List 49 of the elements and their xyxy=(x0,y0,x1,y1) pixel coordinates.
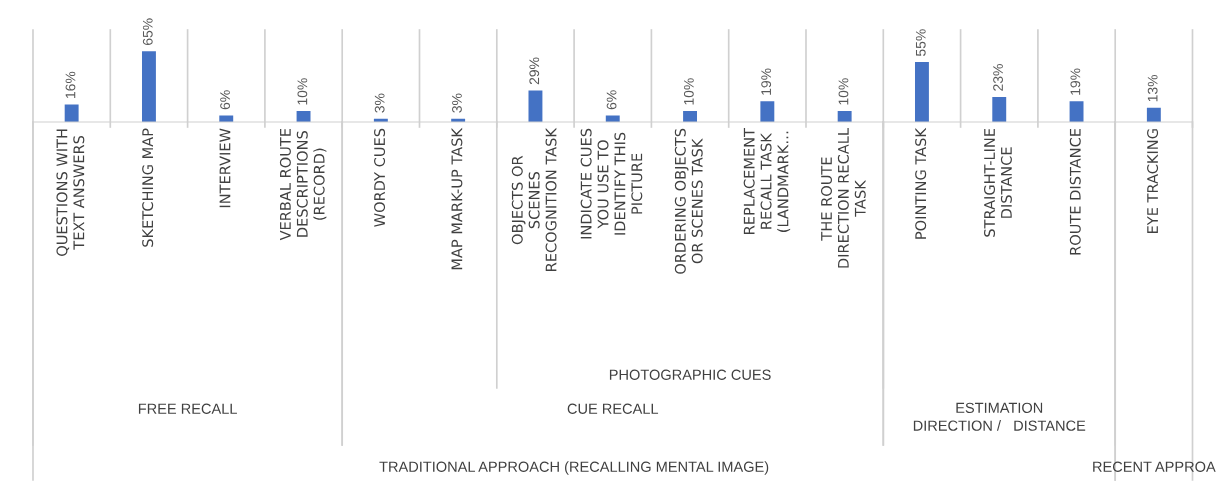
x-tick-label: QUESTIONS WITH TEXT ANSWERS xyxy=(56,129,85,256)
x-tick-label: OBJECTS OR SCENES RECOGNITION TASK xyxy=(511,127,557,271)
x-tick-label: WORDY CUES xyxy=(374,128,386,227)
data-label: 10% xyxy=(297,78,308,105)
text: ESTIMATION DIRECTION / DISTANCE xyxy=(913,402,1086,431)
x-tick-label: ORDERING OBJECTS OR SCENES TASK xyxy=(674,128,703,274)
data-label: 65% xyxy=(142,18,153,45)
data-label: 3% xyxy=(374,93,385,113)
x-tick-label: MAP MARK-UP TASK xyxy=(451,127,463,270)
bar xyxy=(296,111,311,122)
x-tick-label: EYE TRACKING xyxy=(1147,129,1159,233)
x-tick-label: INTERVIEW xyxy=(219,128,231,208)
x-tick-label: VERBAL ROUTE DESCRIPTIONS (RECORD) xyxy=(279,128,327,241)
data-label: 19% xyxy=(761,68,772,95)
bar xyxy=(837,111,852,122)
bar xyxy=(992,96,1007,122)
data-label: 23% xyxy=(993,64,1003,91)
data-label: 19% xyxy=(1070,68,1081,95)
bar xyxy=(1146,107,1161,122)
bar xyxy=(64,104,79,122)
data-label: 10% xyxy=(838,78,849,105)
data-label: 55% xyxy=(915,29,926,57)
x-tick-label: REPLACEMENT RECALL TASK (LANDMARK… xyxy=(743,127,791,234)
x-tick-label: INDICATE CUES YOU USE TO IDENTIFY THIS PICTURE xyxy=(580,128,643,239)
data-label: 29% xyxy=(529,57,540,85)
text: CUE RECALL xyxy=(567,403,659,414)
data-label: 6% xyxy=(220,90,230,110)
x-tick-label: POINTING TASK xyxy=(915,127,927,239)
data-label: 3% xyxy=(452,93,462,113)
bar xyxy=(1069,101,1084,122)
bar xyxy=(605,115,620,122)
data-label: 16% xyxy=(65,71,76,98)
data-label: 6% xyxy=(606,90,617,110)
x-tick-label: STRAIGHT-LINE DISTANCE xyxy=(984,128,1012,237)
x-tick-label: ROUTE DISTANCE xyxy=(1069,128,1081,255)
bar xyxy=(683,111,698,122)
bar xyxy=(528,90,543,122)
data-label: 10% xyxy=(683,78,694,105)
data-label: 13% xyxy=(1147,74,1158,102)
bar xyxy=(914,62,929,122)
bar xyxy=(219,115,234,122)
text: FREE RECALL xyxy=(138,403,237,414)
text: TRADITIONAL APPROACH (RECALLING MENTAL IMAGE) xyxy=(379,461,769,475)
bar xyxy=(760,101,775,122)
x-tick-label: SKETCHING MAP xyxy=(142,128,154,247)
x-tick-label: THE ROUTE DIRECTION RECALL TASK xyxy=(820,128,866,268)
text: RECENT APPROA xyxy=(1093,461,1216,472)
bar xyxy=(141,51,156,122)
text: PHOTOGRAPHIC CUES xyxy=(609,369,771,380)
